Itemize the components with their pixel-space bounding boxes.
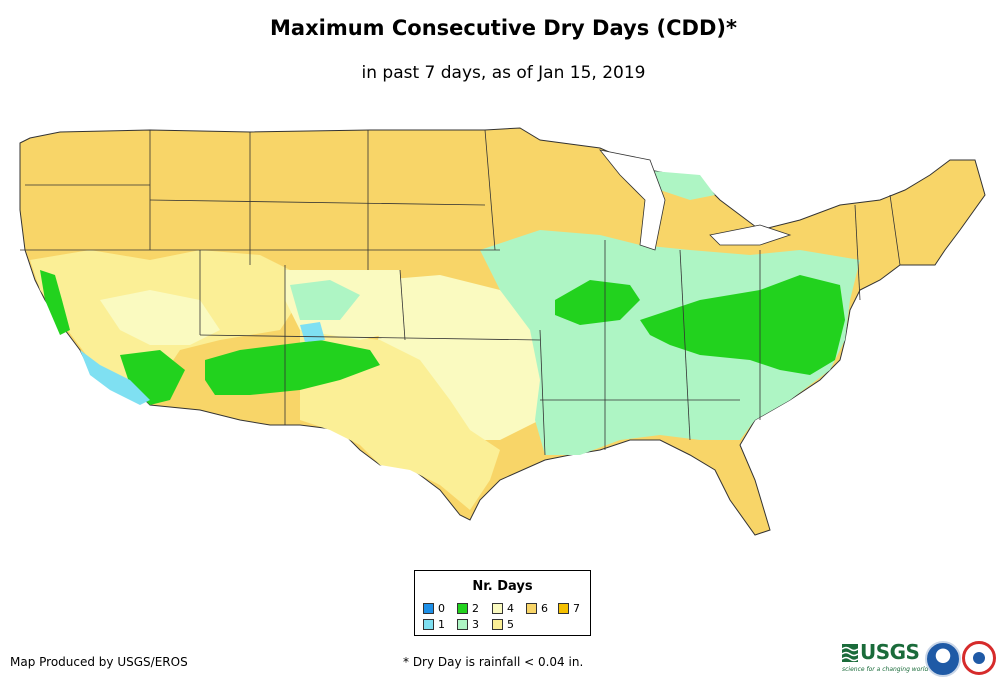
legend-swatch-6 xyxy=(526,603,537,614)
legend-item-1: 1 xyxy=(423,618,445,631)
usgs-tagline: science for a changing world xyxy=(842,666,929,673)
legend-label-3: 3 xyxy=(472,618,479,631)
legend-swatch-5 xyxy=(492,619,503,630)
legend-label-2: 2 xyxy=(472,602,479,615)
legend-swatch-2 xyxy=(457,603,468,614)
great-lakes xyxy=(599,149,666,251)
map-title: Maximum Consecutive Dry Days (CDD)* xyxy=(270,16,737,40)
zone-2-ohio-valley xyxy=(640,275,845,375)
legend-swatch-4 xyxy=(492,603,503,614)
zone-2-arizona xyxy=(205,340,380,395)
legend-label-6: 6 xyxy=(541,602,548,615)
legend-item-0: 0 xyxy=(423,602,445,615)
nws-logo-icon xyxy=(962,641,996,675)
legend-item-7: 7 xyxy=(558,602,580,615)
usgs-wordmark: USGS xyxy=(860,640,920,664)
zone-2-california xyxy=(40,270,70,335)
legend-title: Nr. Days xyxy=(472,579,533,594)
legend-swatch-3 xyxy=(457,619,468,630)
state-borders xyxy=(20,129,901,456)
usgs-wave-icon xyxy=(842,644,858,662)
legend-item-2: 2 xyxy=(457,602,479,615)
producer-credit: Map Produced by USGS/EROS xyxy=(10,655,188,669)
legend-item-5: 5 xyxy=(492,618,514,631)
legend-label-7: 7 xyxy=(573,602,580,615)
legend-swatch-0 xyxy=(423,603,434,614)
legend-label-0: 0 xyxy=(438,602,445,615)
legend-item-4: 4 xyxy=(492,602,514,615)
legend-item-6: 6 xyxy=(526,602,548,615)
legend-label-1: 1 xyxy=(438,618,445,631)
legend-label-5: 5 xyxy=(507,618,514,631)
usgs-logo: USGS science for a changing world xyxy=(842,640,928,680)
legend-item-3: 3 xyxy=(457,618,479,631)
zone-4-basin xyxy=(100,290,220,345)
dry-day-note: * Dry Day is rainfall < 0.04 in. xyxy=(403,655,584,669)
map-subtitle: in past 7 days, as of Jan 15, 2019 xyxy=(361,63,646,83)
legend-swatch-1 xyxy=(423,619,434,630)
zone-3-great-lakes xyxy=(640,170,715,200)
zone-3-colorado xyxy=(290,280,360,320)
lake-erie xyxy=(709,224,792,246)
legend-swatch-7 xyxy=(558,603,569,614)
noaa-logo-icon xyxy=(925,641,961,677)
legend-label-4: 4 xyxy=(507,602,514,615)
legend: Nr. Days 0 1 2 3 4 5 6 7 xyxy=(414,570,591,636)
zone-1-socal-coast xyxy=(80,350,150,405)
zone-2-midwest xyxy=(555,280,640,325)
